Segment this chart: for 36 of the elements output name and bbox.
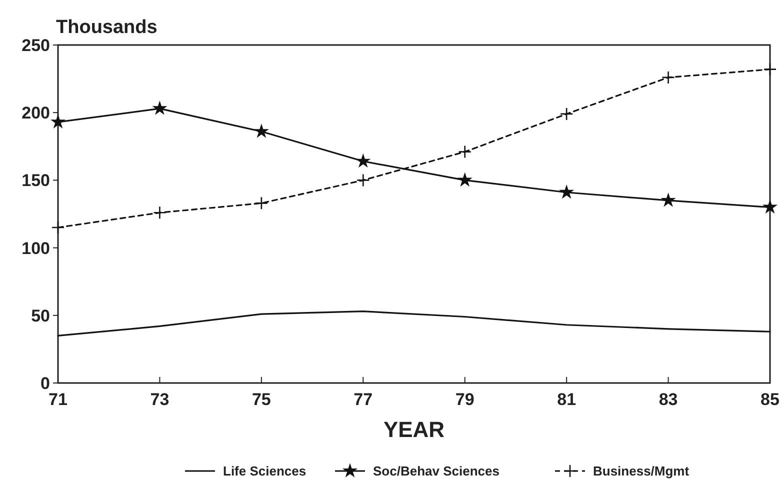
y-tick-label: 0 xyxy=(40,374,50,393)
legend-label: Business/Mgmt xyxy=(593,464,690,479)
x-axis-title: YEAR xyxy=(383,417,445,442)
line-series xyxy=(57,310,771,336)
point xyxy=(50,114,66,128)
point xyxy=(254,196,268,210)
point xyxy=(356,174,370,187)
x-tick-label: 71 xyxy=(48,390,68,409)
legend-label: Life Sciences xyxy=(223,464,306,479)
point xyxy=(560,107,574,121)
point xyxy=(660,192,676,207)
y-tick-label: 50 xyxy=(31,306,50,326)
x-tick-label: 85 xyxy=(760,390,780,409)
point xyxy=(458,145,472,158)
x-tick-label: 83 xyxy=(658,390,678,409)
y-axis-title: Thousands xyxy=(56,17,158,38)
y-tick-label: 100 xyxy=(22,238,50,258)
point xyxy=(763,62,777,76)
point xyxy=(51,220,65,234)
y-tick-label: 200 xyxy=(22,104,50,123)
x-tick-label: 77 xyxy=(354,390,373,409)
y-tick-label: 150 xyxy=(22,171,50,190)
x-tick-label: 75 xyxy=(252,390,271,409)
point xyxy=(356,153,371,168)
point xyxy=(152,100,168,115)
point xyxy=(254,124,269,138)
point xyxy=(662,70,675,84)
y-tick-label: 250 xyxy=(22,36,50,55)
legend-label: Soc/Behav Sciences xyxy=(373,464,500,479)
x-tick-label: 81 xyxy=(557,390,576,409)
point xyxy=(457,172,472,187)
x-tick-label: 79 xyxy=(455,390,474,409)
point xyxy=(762,199,778,214)
x-tick-label: 73 xyxy=(150,390,170,409)
point xyxy=(153,206,166,220)
point xyxy=(559,184,574,199)
